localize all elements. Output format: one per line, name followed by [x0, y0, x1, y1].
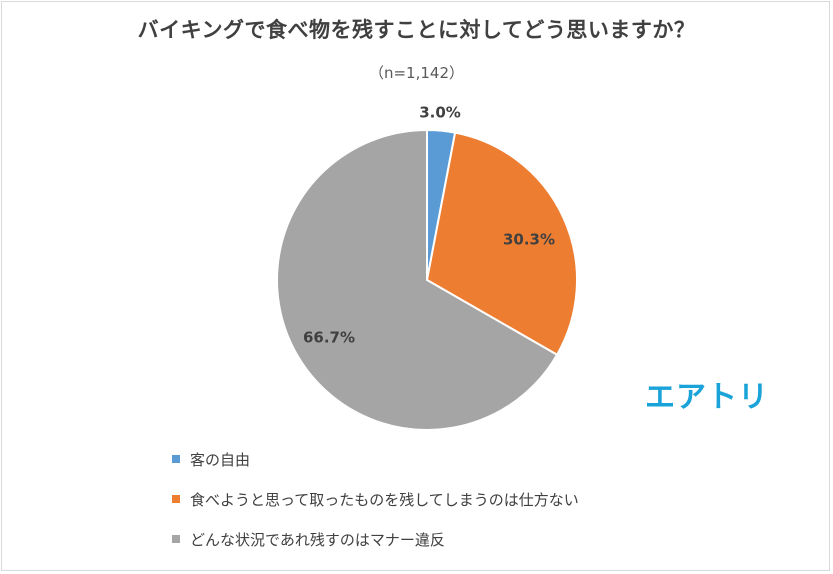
legend-swatch-1: [172, 495, 180, 503]
legend-item-1: 食べようと思って取ったものを残してしまうのは仕方ない: [172, 488, 579, 510]
legend-swatch-2: [172, 535, 180, 543]
chart-subtitle: （n=1,142）: [368, 64, 465, 82]
legend-label-1: 食べようと思って取ったものを残してしまうのは仕方ない: [190, 490, 579, 509]
data-label-0: 3.0%: [419, 104, 461, 122]
legend-item-0: 客の自由: [172, 448, 250, 470]
chart-title: バイキングで食べ物を残すことに対してどう思いますか？: [137, 18, 696, 42]
data-label-2: 66.7%: [303, 329, 355, 347]
legend-item-2: どんな状況であれ残すのはマナー違反: [172, 528, 445, 550]
pie-slice-2: [276, 128, 559, 431]
brand-logo: エアトリ: [645, 380, 769, 415]
legend-label-0: 客の自由: [190, 450, 251, 469]
legend-label-2: どんな状況であれ残すのはマナー違反: [190, 530, 445, 549]
pie-slice-1: [425, 131, 578, 357]
legend-swatch-0: [172, 455, 180, 463]
data-label-1: 30.3%: [503, 231, 555, 249]
